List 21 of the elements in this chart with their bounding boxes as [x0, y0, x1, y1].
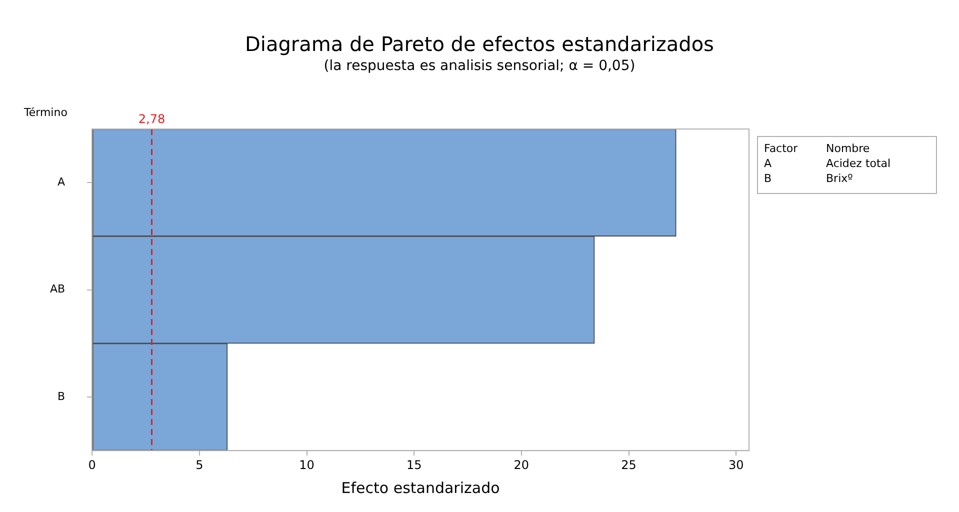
x-tick-label: 5: [196, 458, 204, 472]
x-tick-label: 0: [88, 458, 96, 472]
y-tick-label: A: [58, 175, 66, 188]
x-tick-label: 25: [621, 458, 636, 472]
chart-title: Diagrama de Pareto de efectos estandarizados: [244, 32, 715, 56]
text: Acidez total: [825, 156, 892, 171]
y-axis-title: Término: [24, 106, 68, 119]
text: Brixº: [825, 171, 854, 187]
ref-line-label: 2,78: [138, 112, 166, 126]
y-tick-label: B: [58, 390, 66, 403]
text: Nombre: [825, 141, 871, 156]
x-tick-label: 15: [406, 458, 422, 472]
x-tick-label: 20: [514, 458, 530, 472]
text: Factor: [763, 141, 799, 156]
y-tick-label: AB: [50, 282, 66, 296]
x-tick-label: 10: [299, 458, 314, 472]
chart-subtitle: (la respuesta es analisis sensorial; α = 0,05): [322, 58, 636, 74]
x-tick-label: 30: [728, 458, 744, 472]
text: B: [763, 171, 773, 187]
text: A: [763, 156, 773, 171]
x-axis-title: Efecto estandarizado: [341, 478, 500, 497]
